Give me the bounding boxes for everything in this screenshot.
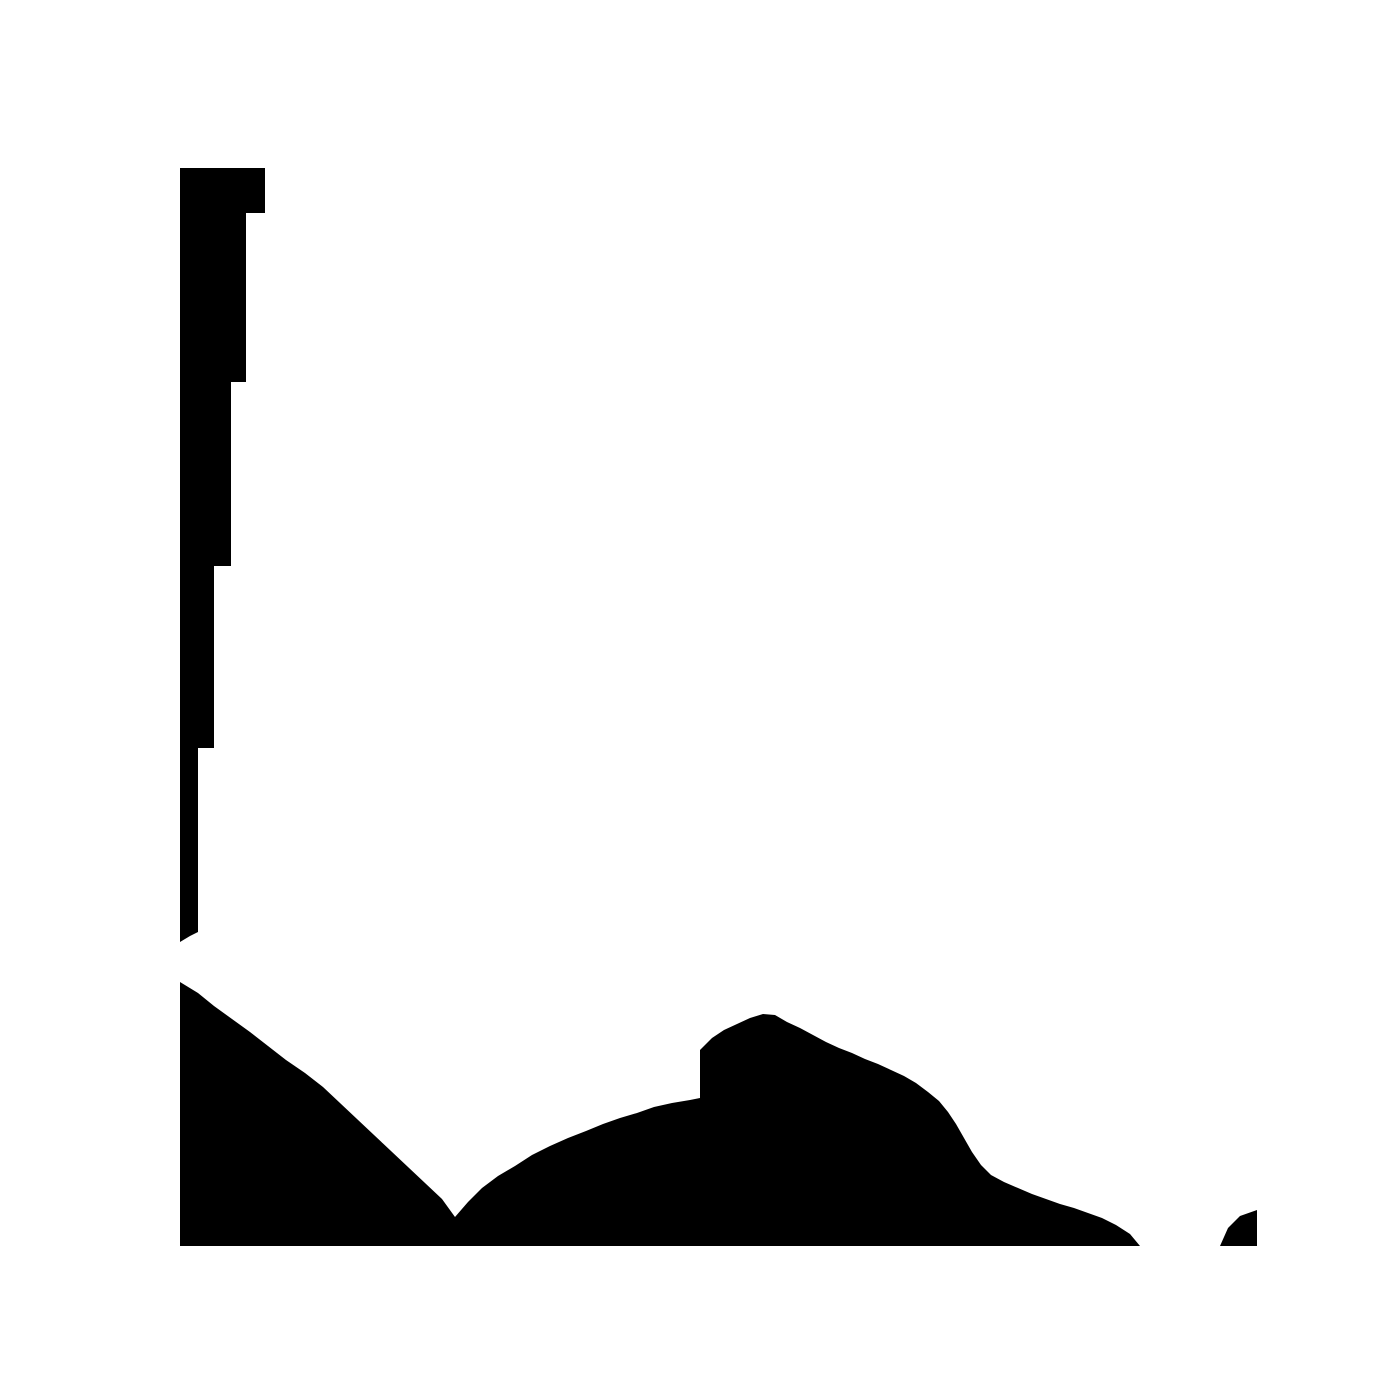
left-stepped-bar xyxy=(180,168,265,942)
bottom-silhouette xyxy=(180,982,1257,1246)
